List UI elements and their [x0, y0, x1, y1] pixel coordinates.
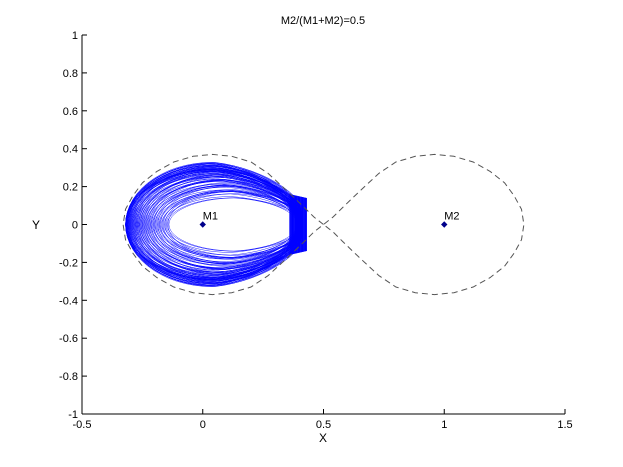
y-tick-label: 1 [72, 30, 78, 42]
x-tick-label: 0 [200, 419, 206, 431]
orbit-loop [152, 186, 300, 263]
mass-markers: M1 M2 [199, 211, 460, 228]
chart-title: M2/(M1+M2)=0.5 [281, 15, 365, 27]
y-tick-label: 0.4 [63, 144, 78, 156]
x-tick-label: -0.5 [73, 419, 92, 431]
orbit-loop [141, 174, 299, 275]
orbit-loop [168, 197, 302, 252]
orbit-loop [131, 168, 303, 281]
zero-velocity-curve [122, 153, 525, 296]
orbit-loop [147, 179, 301, 270]
orbit-loop [138, 171, 301, 278]
orbit-loop [154, 189, 298, 260]
orbit-loop [140, 174, 302, 275]
orbit-loop [140, 175, 302, 274]
orbit-loop [164, 190, 301, 259]
orbit-loop [165, 193, 303, 256]
orbit-loop [134, 169, 302, 280]
orbit-loop [157, 184, 298, 265]
orbit-loop [160, 186, 299, 263]
orbit-loop [152, 185, 303, 264]
orbit-loop [156, 185, 303, 264]
orbit-loop [163, 189, 301, 260]
orbit-loop [153, 182, 301, 267]
orbit-loop [145, 176, 301, 273]
y-tick-label: -1 [68, 409, 78, 421]
x-tick-label: 1 [441, 419, 447, 431]
mass-marker [441, 221, 448, 228]
mass-label: M2 [444, 211, 459, 223]
y-tick-label: -0.2 [59, 257, 78, 269]
orbit-trajectory [125, 162, 307, 287]
y-tick-label: 0 [72, 220, 78, 232]
y-axis-ticks: -1 -0.8 -0.6 -0.4 -0.2 0 0.2 0.4 0.6 0.8 1 [59, 30, 87, 421]
orbit-loop [161, 193, 300, 256]
orbit-loop [138, 176, 303, 273]
mass-marker [199, 221, 206, 228]
orbit-loop [150, 185, 302, 264]
x-tick-label: 1.5 [557, 419, 572, 431]
orbit-loop [130, 166, 302, 283]
y-tick-label: 0.2 [63, 182, 78, 194]
orbit-loop [147, 179, 302, 270]
orbit-loop [136, 172, 302, 277]
x-tick-label: 0.5 [316, 419, 331, 431]
orbit-loop [166, 197, 301, 252]
mass-label: M1 [203, 211, 218, 223]
y-tick-label: 0.6 [63, 106, 78, 118]
orbit-loop [167, 191, 298, 258]
y-tick-label: -0.6 [59, 333, 78, 345]
x-axis-label: X [319, 431, 327, 445]
orbit-loop [146, 183, 298, 266]
orbit-loop [149, 178, 299, 271]
orbit-loop [129, 171, 299, 278]
x-axis-ticks: -0.5 0 0.5 1 1.5 [73, 409, 573, 431]
plot-area: M1 M2 [82, 35, 565, 414]
y-tick-label: 0.8 [63, 68, 78, 80]
orbit-loop [129, 164, 300, 285]
orbit-loop [137, 170, 298, 279]
orbit-loop [162, 190, 303, 259]
y-tick-label: -0.4 [59, 295, 78, 307]
orbit-loop [132, 167, 298, 282]
orbit-loop [151, 179, 298, 270]
y-tick-label: -0.8 [59, 371, 78, 383]
y-axis-label: Y [32, 218, 40, 232]
